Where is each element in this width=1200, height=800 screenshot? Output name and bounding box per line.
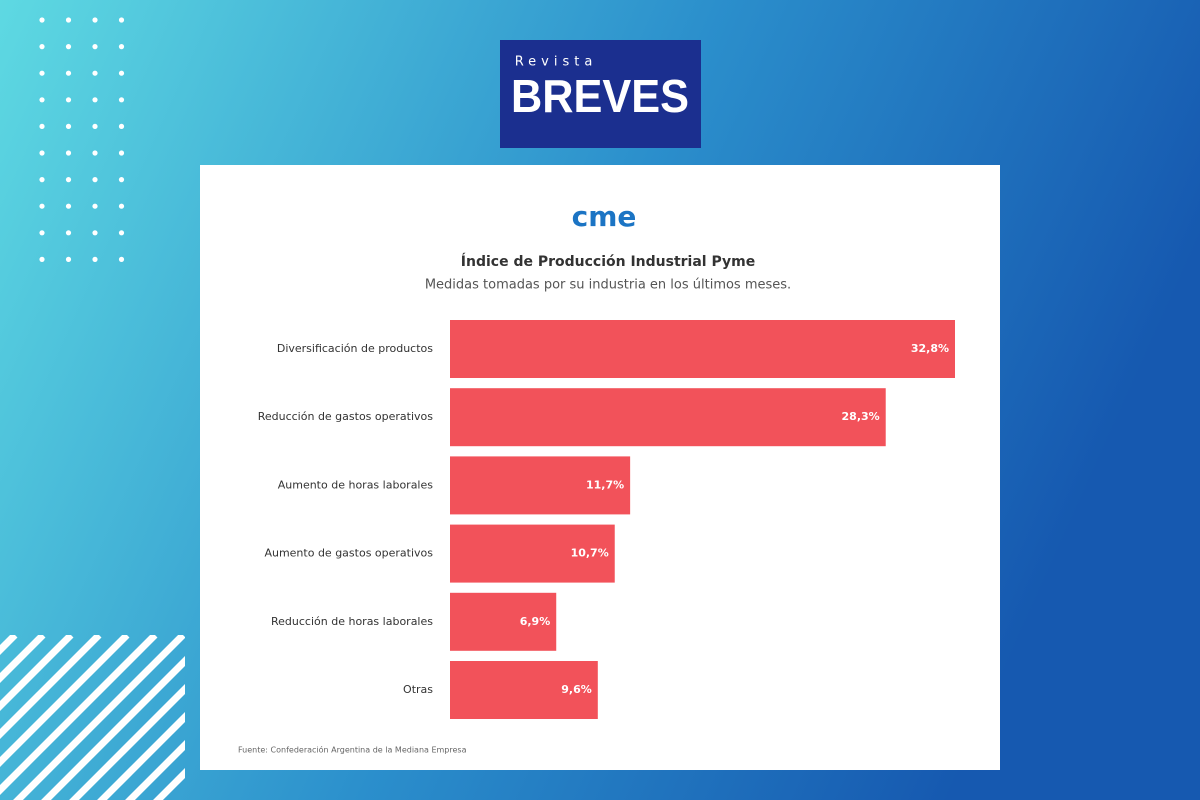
stripe bbox=[0, 635, 74, 711]
source: Fuente: Confederación Argentina de la Me… bbox=[238, 745, 467, 755]
dot bbox=[39, 150, 45, 156]
dot bbox=[92, 230, 98, 236]
logo-brand: BREVES bbox=[511, 70, 689, 122]
dot bbox=[39, 177, 45, 183]
dot bbox=[118, 177, 125, 183]
category-label: Otras bbox=[403, 683, 433, 696]
dot bbox=[118, 70, 125, 76]
dot bbox=[118, 150, 125, 156]
dot bbox=[65, 44, 72, 50]
value-label: 32,8% bbox=[911, 342, 949, 355]
dot bbox=[65, 230, 72, 236]
dot bbox=[39, 256, 45, 262]
stripe-pattern bbox=[0, 635, 185, 800]
dot bbox=[118, 97, 125, 103]
stripe bbox=[125, 740, 185, 800]
dot bbox=[118, 203, 125, 209]
category-label: Reducción de horas laborales bbox=[271, 615, 433, 628]
dot bbox=[92, 177, 98, 183]
dot bbox=[39, 70, 45, 76]
stripe bbox=[0, 635, 46, 683]
bar bbox=[450, 661, 598, 719]
dot bbox=[65, 17, 72, 23]
dot bbox=[118, 256, 125, 262]
logo-box bbox=[500, 40, 701, 148]
category-label: Diversificación de productos bbox=[277, 342, 433, 355]
logo-kicker: Revista bbox=[515, 55, 598, 70]
category-label: Aumento de gastos operativos bbox=[264, 547, 433, 560]
stripe bbox=[69, 684, 185, 800]
value-label: 28,3% bbox=[842, 410, 880, 423]
bar bbox=[450, 456, 631, 515]
stripe bbox=[0, 635, 130, 767]
stripe bbox=[153, 768, 185, 800]
bar bbox=[450, 388, 886, 447]
dot bbox=[39, 97, 45, 103]
value-label: 11,7% bbox=[586, 478, 624, 491]
dot bbox=[39, 230, 45, 236]
plot: Diversificación de productos 32,8% Reducci… bbox=[258, 320, 955, 719]
dot bbox=[118, 17, 125, 23]
dot bbox=[65, 256, 72, 262]
dot bbox=[92, 203, 98, 209]
dot bbox=[92, 150, 98, 156]
dot bbox=[92, 17, 98, 23]
dot bbox=[118, 123, 125, 129]
dot bbox=[39, 203, 45, 209]
stripe bbox=[0, 635, 102, 739]
value-label: 9,6% bbox=[561, 683, 592, 696]
stripe bbox=[0, 635, 158, 795]
chart-title: Índice de Producción Industrial Pyme bbox=[461, 253, 755, 270]
bar bbox=[450, 320, 955, 378]
dot bbox=[39, 17, 45, 23]
category-label: Aumento de horas laborales bbox=[278, 478, 434, 491]
dot bbox=[92, 44, 98, 50]
cme-logo: cme bbox=[572, 200, 637, 233]
dot bbox=[65, 150, 72, 156]
stripe bbox=[13, 635, 185, 800]
dot bbox=[39, 123, 45, 129]
chart-subtitle: Medidas tomadas por su industria en los … bbox=[425, 278, 791, 293]
stripe bbox=[41, 656, 185, 800]
value-label: 6,9% bbox=[520, 615, 551, 628]
dot bbox=[65, 177, 72, 183]
dot bbox=[39, 44, 45, 50]
dot bbox=[92, 70, 98, 76]
dot-pattern bbox=[39, 17, 125, 262]
category-label: Reducción de gastos operativos bbox=[258, 410, 434, 423]
dot bbox=[92, 256, 98, 262]
bar bbox=[450, 524, 615, 583]
dot bbox=[118, 230, 125, 236]
bar bbox=[450, 592, 557, 651]
stripe bbox=[97, 712, 185, 800]
dot bbox=[92, 97, 98, 103]
value-label: 10,7% bbox=[571, 547, 609, 560]
dot bbox=[65, 97, 72, 103]
dot bbox=[65, 70, 72, 76]
dot bbox=[65, 203, 72, 209]
dot bbox=[92, 123, 98, 129]
dot bbox=[118, 44, 125, 50]
dot bbox=[65, 123, 72, 129]
